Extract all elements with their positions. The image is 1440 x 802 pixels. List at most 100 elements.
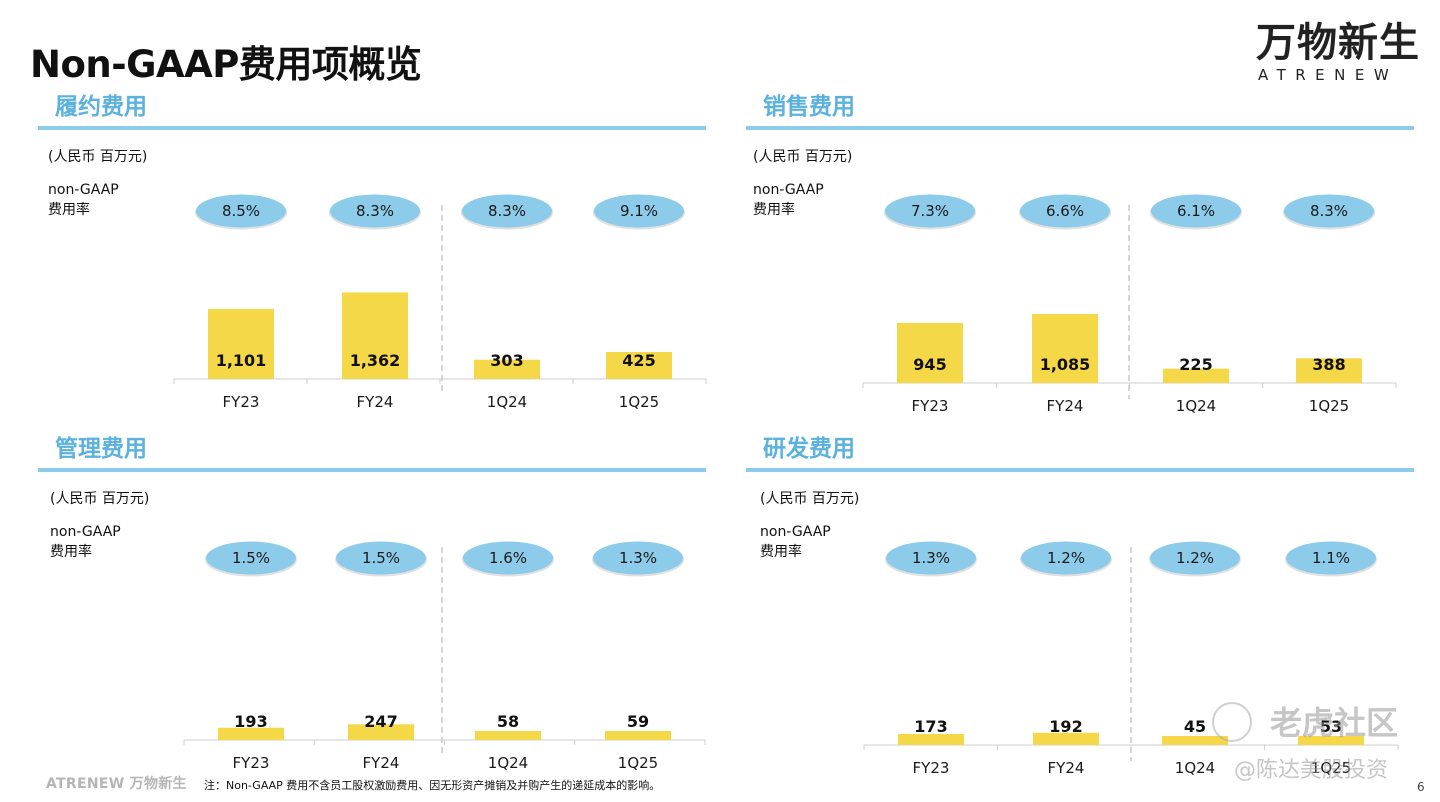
bar: [897, 322, 963, 383]
rate-label: 1.6%: [489, 549, 527, 567]
chart-panel-fulfillment: 履约费用 (人民币 百万元) non-GAAP 费用率 8.5% 1,101 FY2…: [38, 92, 708, 422]
x-tick-label: FY23: [913, 759, 950, 777]
bar-value-label: 303: [490, 351, 523, 370]
rate-bubble: [330, 194, 420, 228]
watermark: 老虎社区 @陈达美股投资: [1212, 698, 1432, 788]
rate-label: 8.3%: [1310, 202, 1348, 220]
x-tick-label: 1Q25: [618, 754, 658, 772]
x-tick-label: 1Q24: [487, 393, 527, 411]
rate-label-line-1: non-GAAP: [50, 524, 121, 540]
x-tick-label: FY23: [223, 393, 260, 411]
bar: [898, 733, 964, 745]
rate-label-line-2: 费用率: [753, 202, 795, 218]
rate-label: 1.2%: [1047, 549, 1085, 567]
rate-label-line-2: 费用率: [50, 544, 92, 560]
bar-value-label: 53: [1320, 717, 1342, 736]
rate-bubble: [594, 194, 684, 228]
bar: [218, 727, 284, 740]
panel-title: 履约费用: [55, 94, 147, 120]
rate-bubble: [1021, 541, 1111, 575]
chart-panel-rnd: 研发费用 (人民币 百万元) non-GAAP 费用率 1.3% 173 FY23 1…: [746, 434, 1416, 777]
bar: [1296, 358, 1362, 383]
bar: [1163, 368, 1229, 383]
bar: [342, 292, 408, 379]
bar-value-label: 192: [1049, 717, 1082, 736]
rate-bubble: [206, 541, 296, 575]
rate-bubble: [593, 541, 683, 575]
bar: [606, 351, 672, 379]
x-tick-label: FY23: [912, 397, 949, 415]
bar: [474, 359, 540, 379]
rate-bubble: [886, 541, 976, 575]
brand-logo: 万物新生 ATRENEW: [1256, 20, 1434, 86]
x-tick-label: 1Q25: [619, 393, 659, 411]
bar-value-label: 425: [622, 351, 655, 370]
rate-label: 9.1%: [620, 202, 658, 220]
rate-bubble: [336, 541, 426, 575]
page-title: Non-GAAP费用项概览: [30, 43, 422, 86]
logo-chinese-text: 万物新生: [1256, 20, 1420, 66]
x-tick-label: 1Q24: [1176, 397, 1216, 415]
x-tick-label: 1Q25: [1309, 397, 1349, 415]
rate-label: 8.3%: [356, 202, 394, 220]
watermark-line-1: 老虎社区: [1270, 704, 1399, 742]
bar-value-label: 193: [234, 712, 267, 731]
rate-row-label: non-GAAP 费用率: [48, 180, 168, 220]
bar-chart: 8.5% 1,101 FY23 8.3% 1,362 FY24 8.3% 303 1Q24 9.1…: [173, 194, 707, 411]
unit-label: (人民币 百万元): [753, 149, 853, 165]
unit-label: (人民币 百万元): [48, 149, 148, 165]
bar-value-label: 58: [497, 712, 519, 731]
rate-bubble: [1286, 541, 1376, 575]
bar: [1298, 736, 1364, 745]
rate-label: 1.5%: [232, 549, 270, 567]
unit-label: (人民币 百万元): [760, 491, 860, 507]
x-tick-label: 1Q24: [1175, 759, 1215, 777]
bar-chart: 1.5% 193 FY23 1.5% 247 FY24 1.6% 58 1Q24 1.3% 59 1Q…: [183, 541, 706, 772]
rate-row-label: non-GAAP 费用率: [753, 180, 873, 220]
rate-label: 8.3%: [488, 202, 526, 220]
rate-label-line-1: non-GAAP: [753, 182, 824, 198]
bar-value-label: 45: [1184, 717, 1206, 736]
rate-label: 8.5%: [222, 202, 260, 220]
panel-title: 研发费用: [763, 436, 855, 462]
x-tick-label: FY24: [357, 393, 394, 411]
bar-value-label: 1,362: [350, 351, 401, 370]
x-tick-label: 1Q24: [488, 754, 528, 772]
chart-panel-admin: 管理费用 (人民币 百万元) non-GAAP 费用率 1.5% 193 FY23 1…: [38, 434, 708, 772]
watermark-line-2: @陈达美股投资: [1234, 758, 1389, 783]
rate-row-label: non-GAAP 费用率: [50, 522, 170, 562]
bar-value-label: 247: [364, 712, 397, 731]
footer-brand: ATRENEW 万物新生: [46, 776, 187, 792]
x-tick-label: FY24: [363, 754, 400, 772]
panel-title: 销售费用: [763, 94, 855, 120]
rate-label-line-1: non-GAAP: [48, 182, 119, 198]
rate-label-line-2: 费用率: [760, 544, 802, 560]
rate-label: 6.6%: [1046, 202, 1084, 220]
bar-chart: 7.3% 945 FY23 6.6% 1,085 FY24 6.1% 225 1Q24 8.3% 3…: [862, 194, 1397, 415]
bar-chart: 1.3% 173 FY23 1.2% 192 FY24 1.2% 45 1Q24 1.1% 53 1Q…: [863, 541, 1399, 777]
bar: [348, 724, 414, 740]
rate-label-line-2: 费用率: [48, 202, 90, 218]
rate-bubble: [196, 194, 286, 228]
rate-label: 7.3%: [911, 202, 949, 220]
x-tick-label: 1Q25: [1311, 759, 1351, 777]
x-tick-label: FY23: [233, 754, 270, 772]
bar-value-label: 1,101: [216, 351, 267, 370]
panel-title: 管理费用: [55, 436, 147, 462]
chart-panel-sales: 销售费用 (人民币 百万元) non-GAAP 费用率 7.3% 945 FY23 6…: [746, 92, 1416, 422]
bar-value-label: 945: [913, 355, 946, 374]
panel-divider: [38, 468, 706, 472]
bar: [475, 731, 541, 740]
bar-value-label: 173: [914, 717, 947, 736]
x-tick-label: FY24: [1048, 759, 1085, 777]
bar: [1033, 732, 1099, 745]
footnote: 注：Non-GAAP 费用不含员工股权激励费用、因无形资产摊销及并购产生的递延成…: [204, 779, 661, 792]
rate-bubble: [463, 541, 553, 575]
bar-value-label: 388: [1312, 355, 1345, 374]
rate-label: 1.3%: [619, 549, 657, 567]
panel-divider: [746, 468, 1414, 472]
rate-label: 6.1%: [1177, 202, 1215, 220]
rate-label: 1.5%: [362, 549, 400, 567]
rate-row-label: non-GAAP 费用率: [760, 522, 880, 562]
panel-divider: [38, 126, 706, 130]
